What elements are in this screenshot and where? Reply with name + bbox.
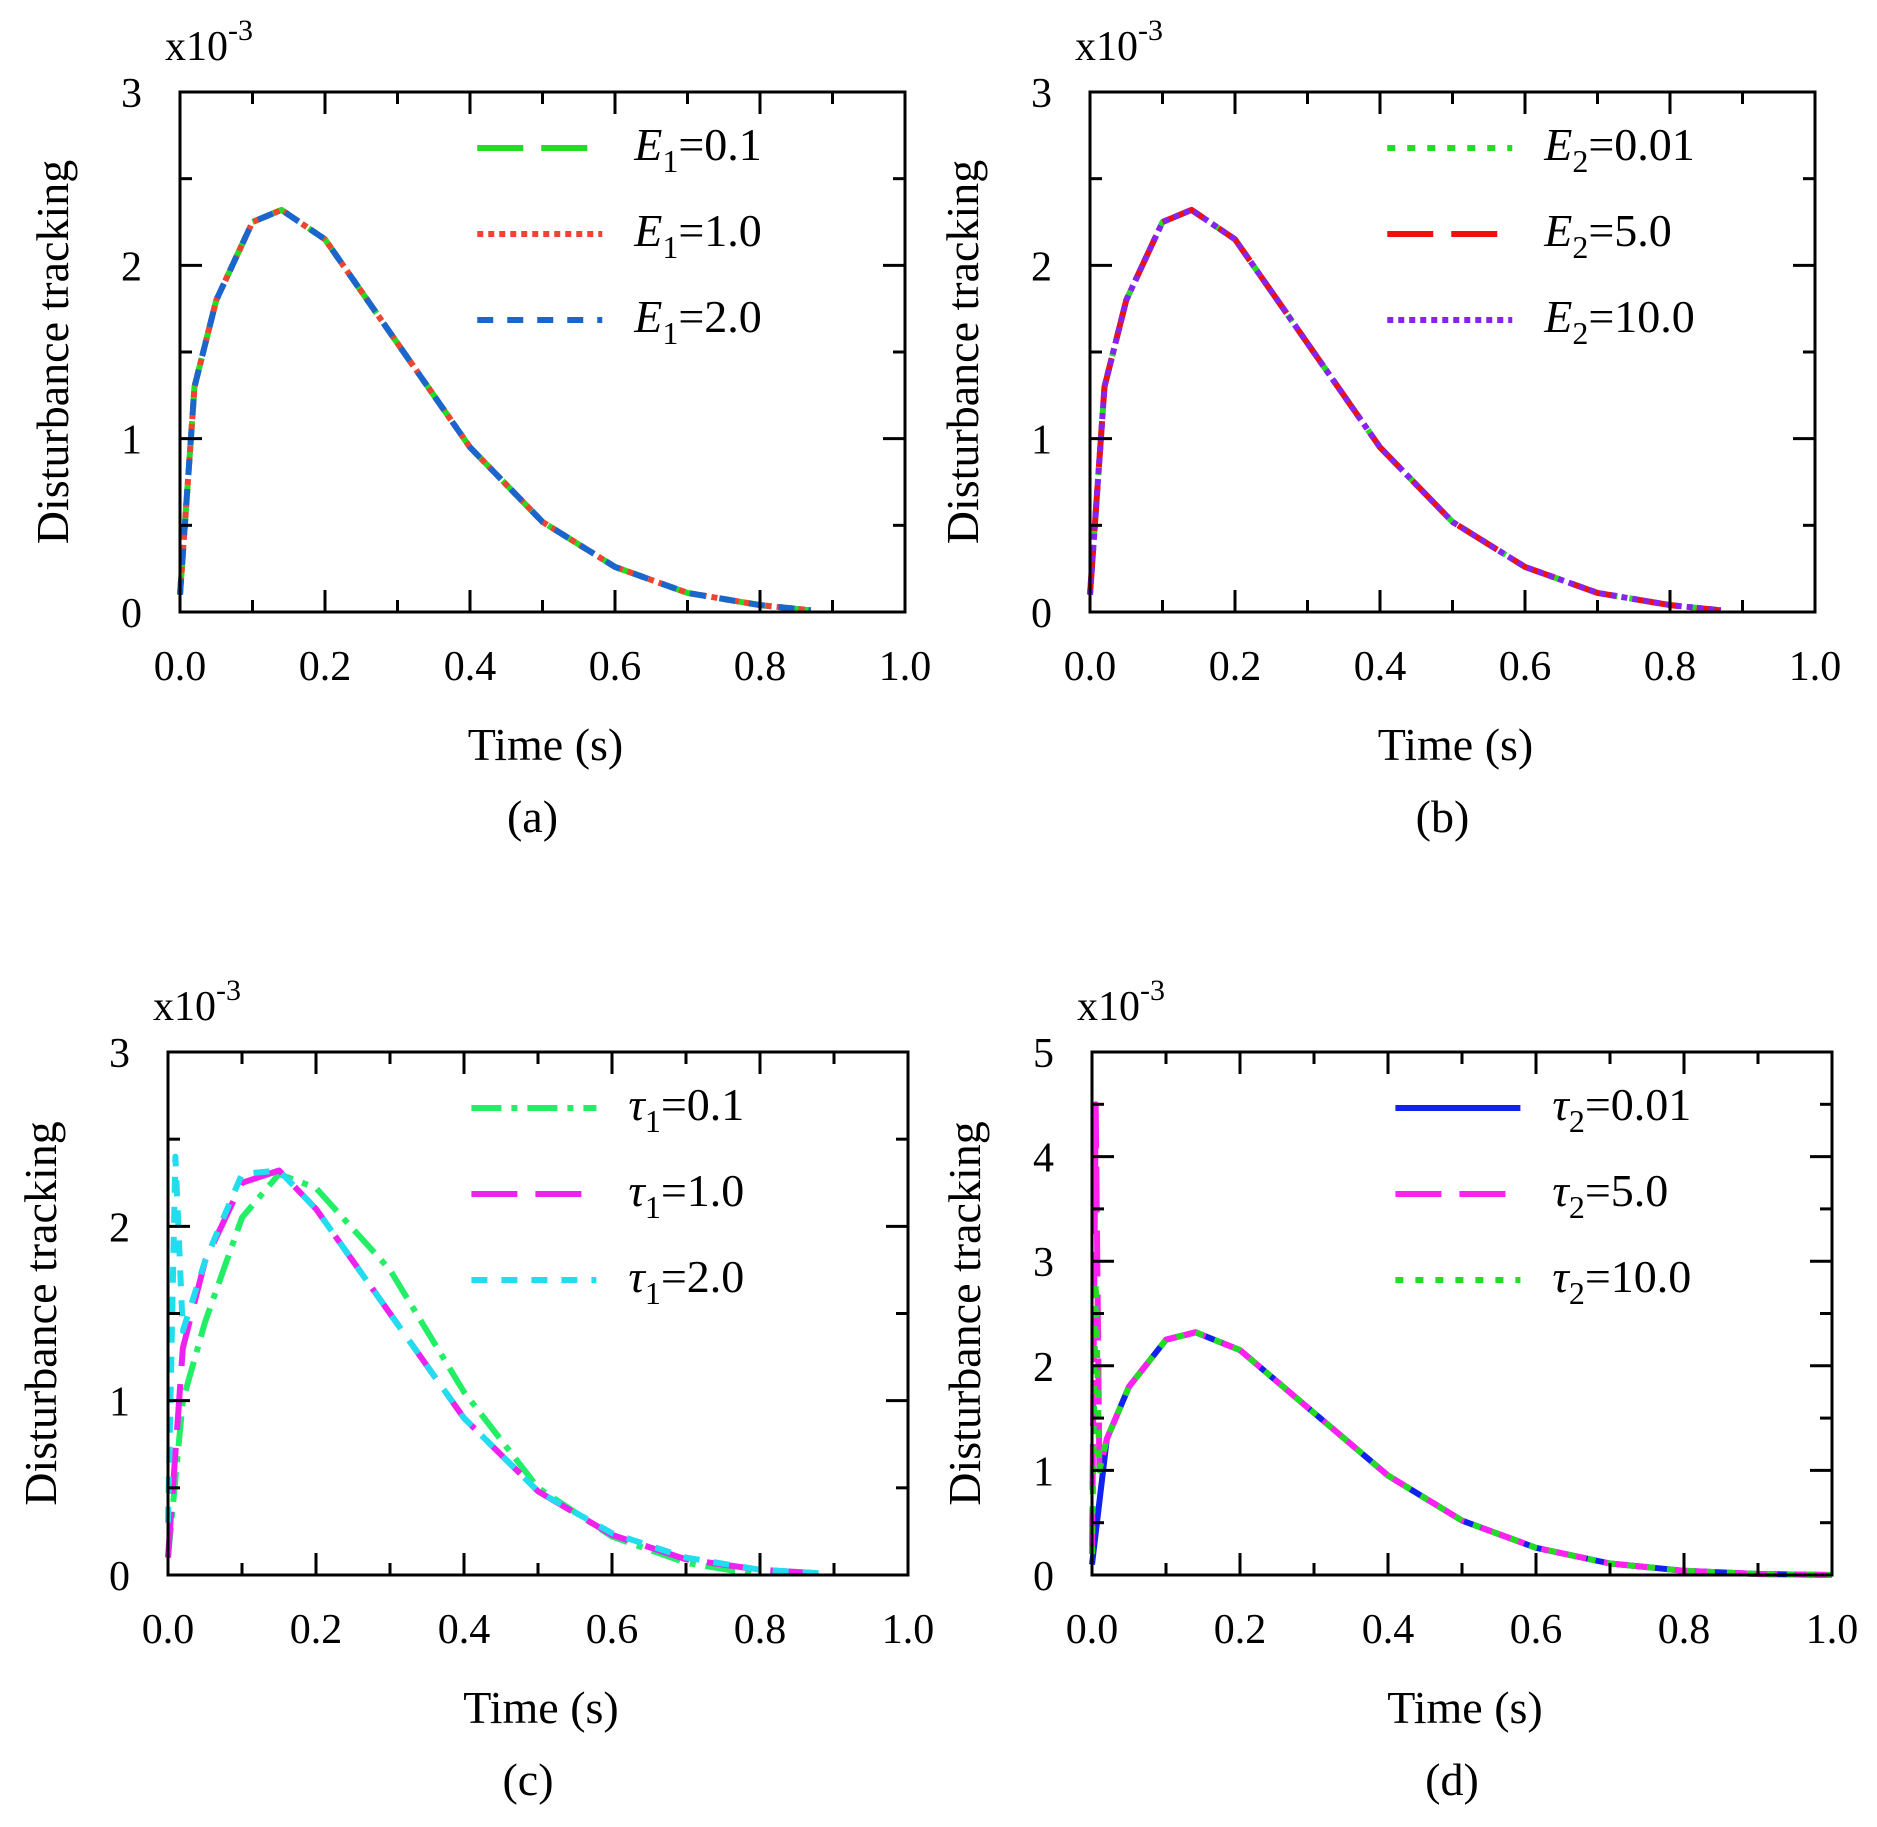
- x-tick-label: 0.6: [586, 1607, 639, 1653]
- legend-entry-3: τ2=10.0: [1552, 1251, 1691, 1311]
- legend-entry-1: τ1=0.1: [628, 1079, 744, 1139]
- y-tick-label: 1: [1033, 1449, 1054, 1495]
- plot-frame: [1088, 90, 1817, 614]
- x-tick-label: 0.8: [1658, 1607, 1711, 1653]
- series-line-2: [1089, 1101, 1833, 1578]
- axis-multiplier: x10-3: [1075, 14, 1163, 70]
- plot-frame: [166, 1050, 910, 1577]
- plot-frame: [1090, 1050, 1834, 1577]
- x-tick-label: 0.6: [1510, 1607, 1563, 1653]
- y-tick-label: 0: [121, 591, 142, 637]
- series-line-3: [1089, 1279, 1833, 1578]
- legend-entry-2: τ2=5.0: [1552, 1165, 1668, 1225]
- series-line-2: [1087, 206, 1722, 614]
- y-tick-label: 3: [121, 71, 142, 117]
- x-tick-label: 0.4: [438, 1607, 491, 1653]
- x-tick-label: 0.4: [1354, 644, 1407, 690]
- series-line-1: [177, 206, 812, 614]
- chart-panel-b: 0.0 0.2 0.4 0.6 0.8 1.0 0 1 2 3 x10-3 Time (s) Distu…: [937, 14, 1841, 842]
- legend-entry-2: E1=1.0: [633, 205, 762, 265]
- series-line-3: [1087, 206, 1722, 614]
- x-axis-label: Time (s): [1378, 719, 1534, 770]
- legend-entry-2: τ1=1.0: [628, 1165, 744, 1225]
- x-tick-label: 0.2: [1209, 644, 1262, 690]
- y-tick-label: 0: [1033, 1554, 1054, 1600]
- panel-label: (c): [502, 1754, 553, 1805]
- chart-panel-a: 0.0 0.2 0.4 0.6 0.8 1.0 0 1 2 3 x10-3 Time (s) Distu…: [27, 14, 931, 842]
- y-tick-label: 2: [109, 1205, 130, 1251]
- legend-entry-3: E1=2.0: [633, 291, 762, 351]
- plot-frame: [178, 90, 907, 614]
- legend-entry-1: E1=0.1: [633, 119, 762, 179]
- x-tick-label: 1.0: [879, 644, 932, 690]
- y-tick-label: 0: [109, 1554, 130, 1600]
- panel-label: (a): [507, 791, 558, 842]
- x-tick-label: 0.0: [142, 1607, 195, 1653]
- y-tick-label: 4: [1033, 1136, 1054, 1182]
- x-axis-label: Time (s): [463, 1682, 619, 1733]
- y-tick-label: 3: [109, 1031, 130, 1077]
- y-tick-label: 1: [109, 1380, 130, 1426]
- x-axis-label: Time (s): [1387, 1682, 1543, 1733]
- y-tick-label: 1: [121, 418, 142, 464]
- axis-multiplier: x10-3: [1077, 974, 1165, 1030]
- y-axis-label: Disturbance tracking: [937, 160, 988, 544]
- x-tick-label: 0.2: [290, 1607, 343, 1653]
- axis-multiplier: x10-3: [165, 14, 253, 70]
- series-line-1: [1089, 1329, 1833, 1578]
- y-tick-label: 5: [1033, 1031, 1054, 1077]
- axis-multiplier: x10-3: [153, 974, 241, 1030]
- y-tick-label: 2: [121, 244, 142, 290]
- series-line-1: [165, 1171, 761, 1578]
- x-tick-label: 1.0: [1806, 1607, 1859, 1653]
- chart-panel-c: 0.0 0.2 0.4 0.6 0.8 1.0 0 1 2 3 x10-3 Time (s) Distu…: [15, 974, 934, 1805]
- legend-entry-2: E2=5.0: [1543, 205, 1672, 265]
- x-tick-label: 0.0: [154, 644, 207, 690]
- x-tick-label: 0.0: [1066, 1607, 1119, 1653]
- legend-entry-3: E2=10.0: [1543, 291, 1695, 351]
- x-tick-label: 0.2: [299, 644, 352, 690]
- y-axis-label: Disturbance tracking: [939, 1121, 990, 1505]
- x-tick-label: 0.8: [734, 1607, 787, 1653]
- panel-label: (b): [1416, 791, 1470, 842]
- y-axis-label: Disturbance tracking: [15, 1121, 66, 1505]
- x-tick-label: 1.0: [1789, 644, 1842, 690]
- x-tick-label: 0.2: [1214, 1607, 1267, 1653]
- panel-label: (d): [1425, 1754, 1479, 1805]
- legend-entry-1: E2=0.01: [1543, 119, 1695, 179]
- series-line-1: [1087, 206, 1722, 614]
- series-line-3: [165, 1153, 820, 1577]
- series-line-2: [165, 1167, 820, 1577]
- y-tick-label: 3: [1031, 71, 1052, 117]
- y-axis-label: Disturbance tracking: [27, 160, 78, 544]
- x-tick-label: 0.0: [1064, 644, 1117, 690]
- x-tick-label: 1.0: [882, 1607, 935, 1653]
- x-tick-label: 0.4: [1362, 1607, 1415, 1653]
- x-axis-label: Time (s): [468, 719, 624, 770]
- x-tick-label: 0.6: [589, 644, 642, 690]
- series-line-2: [177, 206, 812, 614]
- series-line-3: [177, 206, 812, 614]
- x-tick-label: 0.8: [1644, 644, 1697, 690]
- y-tick-label: 0: [1031, 591, 1052, 637]
- y-tick-label: 2: [1031, 244, 1052, 290]
- chart-panel-d: 0.0 0.2 0.4 0.6 0.8 1.0 0 1 2 3 4 5 x10-3 Time (s) Dis…: [939, 974, 1858, 1805]
- x-tick-label: 0.4: [444, 644, 497, 690]
- x-tick-label: 0.8: [734, 644, 787, 690]
- y-tick-label: 3: [1033, 1240, 1054, 1286]
- y-tick-label: 1: [1031, 418, 1052, 464]
- x-tick-label: 0.6: [1499, 644, 1552, 690]
- legend-entry-3: τ1=2.0: [628, 1251, 744, 1311]
- y-tick-label: 2: [1033, 1345, 1054, 1391]
- legend-entry-1: τ2=0.01: [1552, 1079, 1691, 1139]
